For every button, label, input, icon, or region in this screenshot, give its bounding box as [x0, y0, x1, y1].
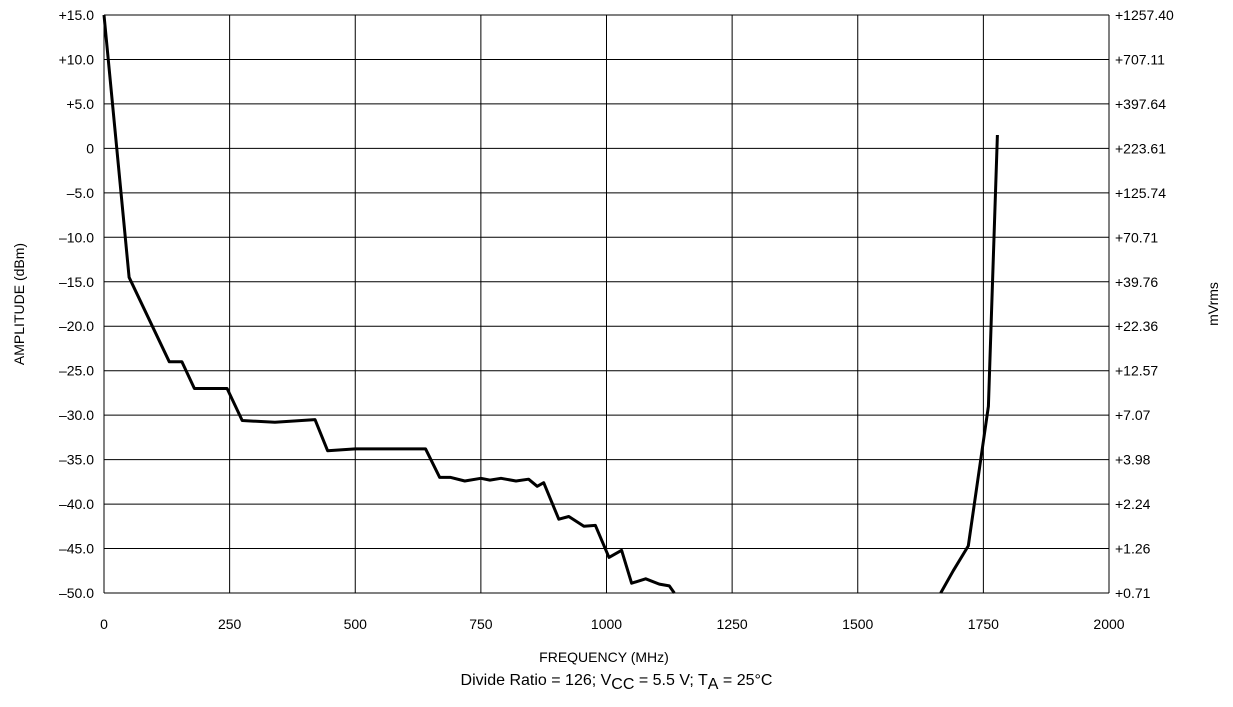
y-tick-label: –5.0 [67, 185, 94, 201]
y2-axis-title: mVrms [1205, 282, 1221, 326]
y-tick-label: –40.0 [59, 496, 94, 512]
y2-tick-label: +22.36 [1115, 318, 1158, 334]
amplitude-line-segment-2 [939, 134, 999, 594]
amplitude-line-segment-1 [102, 14, 676, 594]
caption-divide-ratio: Divide Ratio = 126; V [460, 672, 612, 689]
y2-tick-label: +125.74 [1115, 185, 1166, 201]
caption-ta-subscript: A [707, 676, 719, 693]
y2-tick-label: +223.61 [1115, 140, 1166, 156]
y-tick-label: –10.0 [59, 229, 94, 245]
y2-tick-label: +2.24 [1115, 496, 1151, 512]
y2-tick-label: +7.07 [1115, 407, 1151, 423]
caption-vcc-subscript: CC [611, 676, 635, 693]
x-axis-title: FREQUENCY (MHz) [539, 649, 669, 665]
y-tick-label: –50.0 [59, 585, 94, 601]
caption-vcc-value: = 5.5 V; T [634, 672, 708, 689]
x-tick-label: 2000 [1093, 616, 1124, 632]
y-tick-label: 0 [86, 140, 94, 156]
x-tick-label: 0 [100, 616, 108, 632]
y-tick-label: –30.0 [59, 407, 94, 423]
y2-tick-label: +12.57 [1115, 363, 1158, 379]
y2-tick-label: +39.76 [1115, 274, 1158, 290]
y2-tick-label: +70.71 [1115, 229, 1158, 245]
y-tick-label: +15.0 [59, 7, 95, 23]
x-tick-label: 250 [218, 616, 242, 632]
y-tick-label: –20.0 [59, 318, 94, 334]
y-axis-title: AMPLITUDE (dBm) [11, 243, 27, 365]
y2-tick-label: +707.11 [1115, 51, 1165, 67]
y2-tick-label: +1.26 [1115, 541, 1151, 557]
caption-ta-value: = 25°C [718, 672, 773, 689]
x-tick-label: 1250 [717, 616, 748, 632]
x-tick-label: 750 [469, 616, 493, 632]
x-tick-label: 500 [344, 616, 368, 632]
y2-tick-label: +0.71 [1115, 585, 1151, 601]
y-tick-label: +5.0 [66, 96, 94, 112]
y2-tick-label: +397.64 [1115, 96, 1166, 112]
x-tick-label: 1500 [842, 616, 873, 632]
x-tick-label: 1750 [968, 616, 999, 632]
chart-caption: Divide Ratio = 126; VCC = 5.5 V; TA = 25… [0, 672, 1233, 694]
y-tick-label: –35.0 [59, 452, 94, 468]
y2-tick-label: +1257.40 [1115, 7, 1174, 23]
x-tick-label: 1000 [591, 616, 622, 632]
y-tick-label: –25.0 [59, 363, 94, 379]
y-tick-label: +10.0 [59, 51, 95, 67]
y-tick-label: –15.0 [59, 274, 94, 290]
y2-tick-label: +3.98 [1115, 452, 1151, 468]
y-tick-label: –45.0 [59, 541, 94, 557]
